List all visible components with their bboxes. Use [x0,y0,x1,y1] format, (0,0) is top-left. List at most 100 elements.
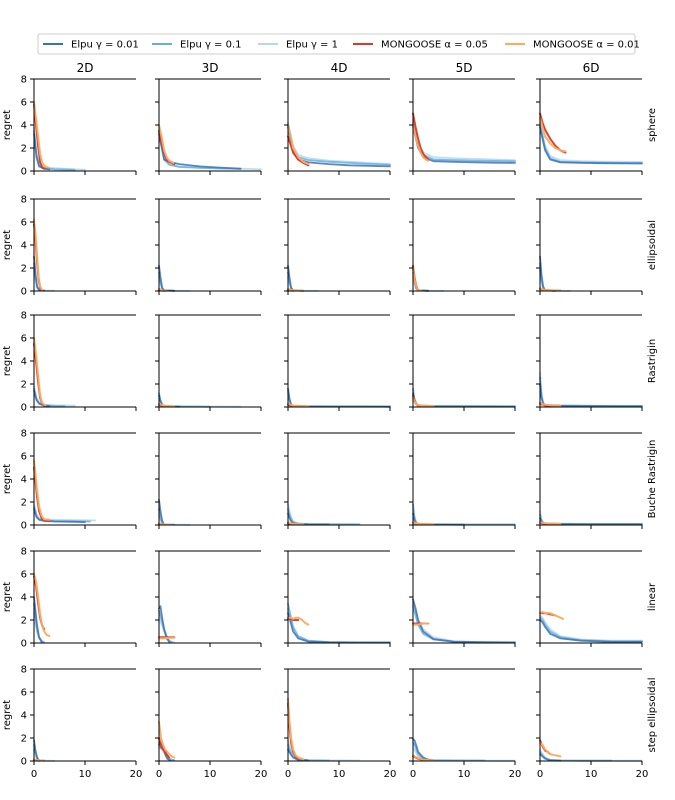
series-line-m005 [287,135,310,167]
panel [284,198,391,295]
panel [409,198,516,295]
row-label: Buche Rastrigin [647,440,658,519]
y-axis-label: regret [2,464,13,494]
panel: 0 2 4 6 8 0 10 20 [21,665,143,781]
y-tick-label: 6 [21,218,27,229]
row-label: step ellipsoidal [647,677,658,752]
panel [409,432,516,529]
series-line-e001 [287,612,391,644]
series-line-m005 [158,737,171,759]
panel: 0 10 20 [155,668,268,780]
series-line-m001 [539,287,562,292]
series-line-e01 [539,376,643,408]
panel: 0 2 4 6 8 [21,195,137,298]
series-line-m001 [33,101,50,169]
series-line-m005 [287,617,300,621]
y-axis-label: regret [2,582,13,612]
column-title: 6D [583,61,600,75]
y-tick-label: 8 [21,311,27,322]
panel [284,314,391,411]
x-tick-label: 20 [384,769,397,780]
series-line-e001 [539,383,643,408]
series-line-e001 [412,392,516,408]
series-line-m001 [287,287,305,292]
row-label: linear [647,582,658,611]
panels-grid: 2D 3D 4D 5D 6D sphere regret 0 2 4 6 8 ellipsoidal re… [2,61,658,780]
series-line-m001 [287,124,310,166]
series-line-m001 [33,218,44,292]
panel: 0 2 4 6 8 [21,311,137,414]
y-axis-label: regret [2,346,13,376]
series-line-m001 [539,521,562,525]
legend-label: Elpu γ = 0.1 [180,40,242,51]
legend: Elpu γ = 0.01 Elpu γ = 0.1 Elpu γ = 1 MONGO… [37,33,640,55]
series-line-e1 [539,510,643,525]
series-line-e01 [158,392,211,408]
y-tick-label: 2 [21,144,27,155]
series-line-e001 [539,255,557,292]
x-tick-label: 10 [585,769,598,780]
legend-frame [37,33,636,55]
series-line-m001 [287,521,305,526]
series-line-m001 [539,741,562,758]
series-line-m001 [33,459,51,521]
series-line-e01 [287,389,391,408]
panel [284,432,391,529]
y-tick-label: 2 [21,264,27,275]
y-tick-label: 8 [21,665,27,676]
panel [409,78,516,175]
series-line-m001 [539,611,564,620]
column-title: 2D [77,61,94,75]
series-line-m001 [539,401,562,407]
x-tick-label: 20 [255,769,268,780]
y-tick-label: 4 [21,121,27,132]
x-tick-label: 20 [130,769,143,780]
y-tick-label: 4 [21,241,27,252]
x-tick-label: 0 [285,769,291,780]
panel [155,550,262,647]
series-line-m001 [33,337,47,407]
series-line-e01 [412,503,516,526]
x-tick-label: 0 [410,769,416,780]
series-line-e001 [33,133,51,171]
x-tick-label: 0 [537,769,543,780]
series-line-e001 [287,748,310,762]
y-axis-label: regret [2,230,13,260]
series-line-e1 [412,120,516,162]
series-line-e001 [287,126,391,168]
series-line-e1 [412,389,516,408]
x-tick-label: 10 [458,769,471,780]
legend-label: MONGOOSE α = 0.05 [381,40,488,51]
series-line-e001 [539,619,643,643]
y-tick-label: 0 [21,403,27,414]
legend-label: MONGOOSE α = 0.01 [533,40,640,51]
y-tick-label: 2 [21,380,27,391]
series-line-e1 [158,394,242,408]
series-line-e1 [287,607,391,644]
series-line-e001 [287,387,391,408]
panel [155,432,262,529]
panel [536,314,643,411]
series-line-e001 [412,598,516,644]
series-line-m001 [412,124,430,162]
series-line-e01 [287,507,361,526]
series-line-e001 [287,264,305,292]
series-line-m001 [287,616,310,626]
series-line-e1 [539,371,643,407]
y-tick-label: 0 [21,287,27,298]
y-tick-label: 4 [21,357,27,368]
series-line-e01 [412,387,516,408]
series-line-e001 [539,126,643,165]
y-tick-label: 4 [21,711,27,722]
y-tick-label: 6 [21,98,27,109]
series-line-m005 [412,112,430,161]
series-line-m001 [412,754,435,762]
panel [536,198,643,295]
panel [284,550,391,647]
row-label: Rastrigin [647,339,658,383]
x-tick-label: 10 [204,769,217,780]
panel: 0 2 4 6 8 [21,547,137,650]
panel [155,78,262,175]
y-tick-label: 8 [21,195,27,206]
y-tick-label: 6 [21,688,27,699]
